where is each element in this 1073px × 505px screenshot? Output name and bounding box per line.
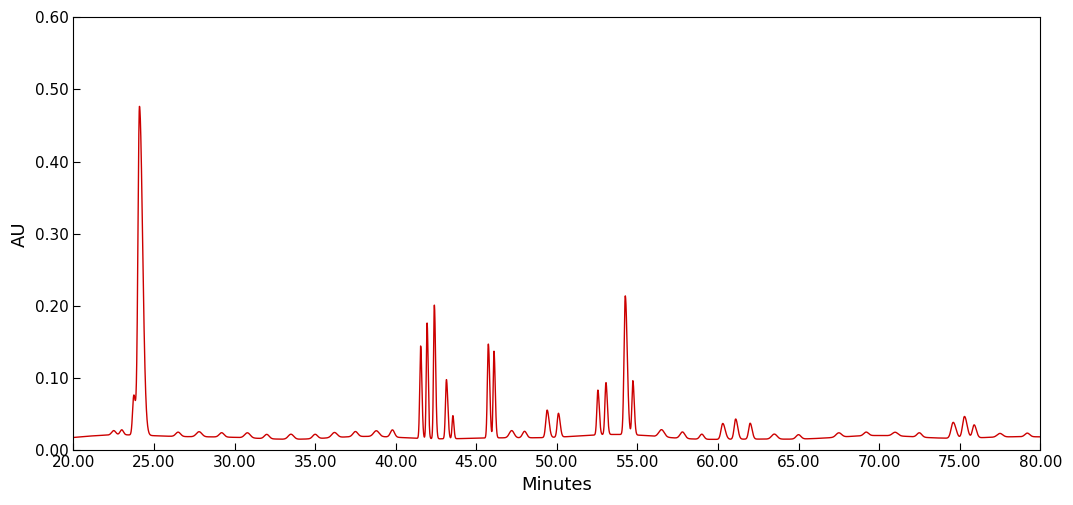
Y-axis label: AU: AU bbox=[11, 221, 29, 246]
X-axis label: Minutes: Minutes bbox=[521, 476, 592, 494]
